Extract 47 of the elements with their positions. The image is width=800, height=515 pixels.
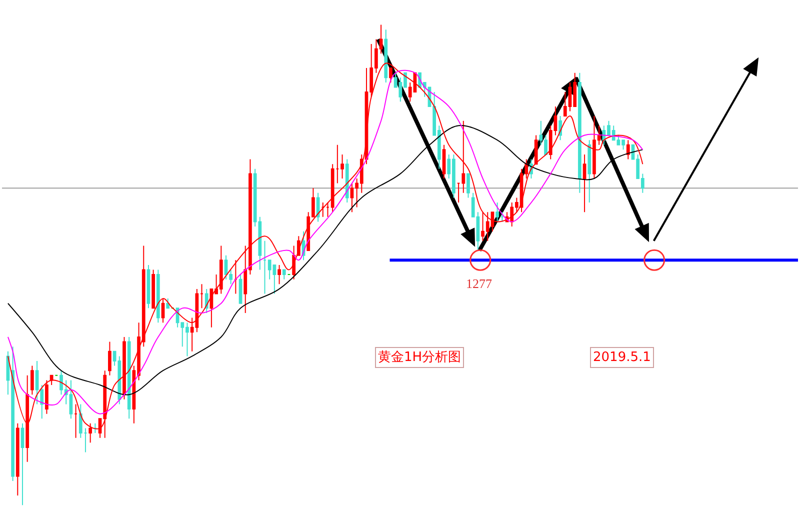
candlestick: [78, 404, 82, 438]
candlestick: [326, 202, 330, 218]
candlestick: [122, 336, 126, 400]
candlestick: [166, 298, 170, 309]
candlestick: [496, 202, 499, 222]
candlestick: [20, 422, 24, 506]
candlestick: [16, 422, 20, 496]
candlestick: [229, 269, 233, 285]
candlestick: [45, 380, 48, 414]
candlestick: [626, 140, 630, 160]
candlestick: [456, 182, 460, 204]
candlestick: [582, 154, 586, 213]
candlestick: [50, 374, 54, 386]
candlestick: [263, 240, 266, 294]
candlestick: [442, 144, 446, 179]
candlestick: [224, 254, 228, 280]
candlestick: [578, 72, 582, 194]
candlestick: [127, 336, 131, 420]
candlestick: [466, 173, 470, 198]
candlestick: [40, 384, 44, 420]
candlestick: [200, 284, 204, 309]
annotation: 黄金1H分析图: [378, 350, 462, 365]
candlestick: [340, 154, 344, 179]
candlestick: [152, 269, 155, 309]
candlestick: [588, 140, 592, 204]
candlestick: [384, 29, 388, 83]
candlestick: [234, 260, 238, 294]
annotation: 2019.5.1: [593, 350, 651, 365]
candlestick: [93, 422, 97, 434]
candlestick: [278, 264, 281, 285]
candlestick: [30, 365, 34, 396]
candlestick: [282, 269, 286, 280]
candlestick: [146, 264, 150, 309]
candlestick: [500, 212, 504, 222]
candlestick: [35, 360, 39, 405]
candlestick: [462, 120, 466, 194]
candlestick: [161, 298, 165, 324]
candlestick: [321, 202, 325, 218]
candlestick: [84, 428, 88, 453]
candlestick: [108, 341, 112, 376]
candlestick: [345, 158, 349, 204]
candlestick: [156, 269, 160, 324]
candlestick: [292, 245, 296, 280]
annotation: 1277: [466, 276, 492, 291]
candlestick: [534, 134, 538, 165]
candlestick: [389, 68, 392, 83]
candlestick: [238, 274, 242, 304]
